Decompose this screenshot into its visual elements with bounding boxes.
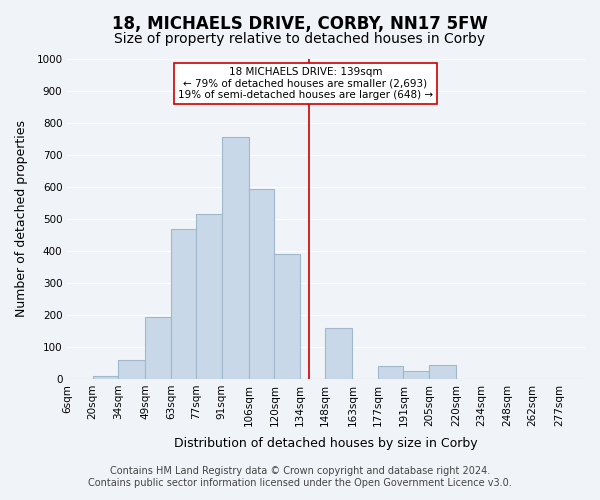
Text: Size of property relative to detached houses in Corby: Size of property relative to detached ho… <box>115 32 485 46</box>
Text: Contains HM Land Registry data © Crown copyright and database right 2024.
Contai: Contains HM Land Registry data © Crown c… <box>88 466 512 487</box>
Bar <box>118 360 145 379</box>
Bar <box>171 228 196 379</box>
Bar <box>196 214 222 379</box>
Bar <box>429 364 456 379</box>
Bar <box>249 188 274 379</box>
Bar <box>145 316 171 379</box>
Bar <box>378 366 403 379</box>
Bar <box>274 254 300 379</box>
Bar <box>93 376 118 379</box>
Bar <box>325 328 352 379</box>
Bar <box>403 371 429 379</box>
Bar <box>222 138 249 379</box>
X-axis label: Distribution of detached houses by size in Corby: Distribution of detached houses by size … <box>175 437 478 450</box>
Text: 18 MICHAELS DRIVE: 139sqm
← 79% of detached houses are smaller (2,693)
19% of se: 18 MICHAELS DRIVE: 139sqm ← 79% of detac… <box>178 67 433 100</box>
Text: 18, MICHAELS DRIVE, CORBY, NN17 5FW: 18, MICHAELS DRIVE, CORBY, NN17 5FW <box>112 15 488 33</box>
Y-axis label: Number of detached properties: Number of detached properties <box>15 120 28 318</box>
